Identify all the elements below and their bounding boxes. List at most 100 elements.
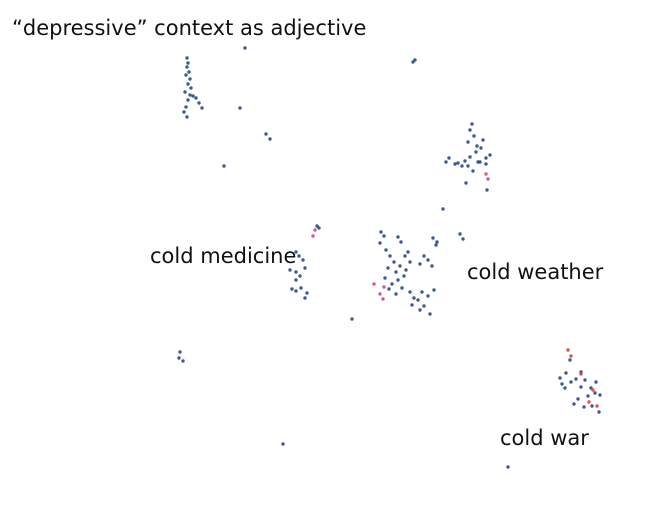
scatter-point	[194, 96, 198, 100]
scatter-point	[569, 354, 573, 358]
scatter-point	[390, 282, 394, 286]
scatter-point	[484, 162, 488, 166]
labels-layer: “depressive” context as adjective cold m…	[12, 16, 604, 450]
scatter-point	[591, 388, 595, 392]
scatter-point	[475, 144, 479, 148]
scatter-point	[416, 298, 420, 302]
scatter-point	[396, 235, 400, 239]
scatter-point	[191, 94, 195, 98]
scatter-point	[478, 160, 482, 164]
scatter-point	[432, 288, 436, 292]
scatter-point	[294, 278, 298, 282]
scatter-point	[587, 400, 591, 404]
scatter-point	[458, 232, 462, 236]
scatter-point	[564, 371, 568, 375]
scatter-point	[382, 234, 386, 238]
scatter-point	[400, 286, 404, 290]
scatter-point	[294, 289, 298, 293]
scatter-point	[178, 350, 182, 354]
scatter-point	[447, 156, 451, 160]
scatter-point	[579, 372, 583, 376]
scatter-point	[574, 377, 578, 381]
scatter-point	[184, 73, 188, 77]
scatter-point	[456, 161, 460, 165]
scatter-point	[394, 270, 398, 274]
scatter-point	[460, 164, 464, 168]
scatter-point	[593, 391, 597, 395]
scatter-point	[472, 134, 476, 138]
scatter-point	[466, 164, 470, 168]
points-layer	[177, 46, 602, 469]
scatter-point	[406, 250, 410, 254]
scatter-point	[486, 177, 490, 181]
scatter-point	[303, 266, 307, 270]
scatter-point	[569, 380, 573, 384]
scatter-point	[408, 290, 412, 294]
scatter-point	[264, 132, 268, 136]
scatter-point	[444, 160, 448, 164]
scatter-point	[378, 292, 382, 296]
scatter-point	[187, 70, 191, 74]
scatter-point	[586, 394, 590, 398]
scatter-point	[560, 382, 564, 386]
scatter-point	[566, 348, 570, 352]
scatter-point	[185, 56, 189, 60]
scatter-point	[418, 262, 422, 266]
scatter-point	[402, 274, 406, 278]
scatter-point	[403, 254, 407, 258]
annotation-cold-war: cold war	[500, 426, 589, 450]
scatter-point	[294, 250, 298, 254]
annotation-depressive-context: “depressive” context as adjective	[12, 16, 366, 40]
scatter-point	[418, 308, 422, 312]
scatter-point	[384, 248, 388, 252]
scatter-point	[595, 404, 599, 408]
scatter-point	[484, 172, 488, 176]
scatter-point	[186, 98, 190, 102]
scatter-point	[485, 188, 489, 192]
scatter-point	[466, 140, 470, 144]
scatter-point	[434, 243, 438, 247]
scatter-point	[372, 282, 376, 286]
scatter-point	[470, 122, 474, 126]
scatter-point	[422, 254, 426, 258]
scatter-point	[579, 385, 583, 389]
scatter-point	[394, 292, 398, 296]
scatter-point	[420, 290, 424, 294]
scatter-point	[299, 286, 303, 290]
scatter-point	[177, 356, 181, 360]
scatter-point	[590, 404, 594, 408]
scatter-point	[317, 226, 321, 230]
scatter-point	[583, 378, 587, 382]
scatter-point	[378, 241, 382, 245]
scatter-point	[410, 303, 414, 307]
scatter-point	[422, 304, 426, 308]
scatter-point	[468, 128, 472, 132]
scatter-point	[313, 228, 317, 232]
scatter-point	[281, 442, 285, 446]
scatter-point	[197, 101, 201, 105]
scatter-point	[268, 137, 272, 141]
scatter-point	[185, 115, 189, 119]
scatter-point	[398, 264, 402, 268]
scatter-point	[484, 156, 488, 160]
scatter-point	[435, 240, 439, 244]
scatter-point	[582, 405, 586, 409]
scatter-point	[387, 287, 391, 291]
annotation-cold-medicine: cold medicine	[150, 244, 296, 268]
scatter-point	[558, 376, 562, 380]
scatter-point	[506, 465, 510, 469]
scatter-point	[381, 297, 385, 301]
scatter-point	[392, 260, 396, 264]
scatter-point	[189, 86, 193, 90]
scatter-point	[297, 254, 301, 258]
scatter-point	[188, 93, 192, 97]
scatter-point	[441, 207, 445, 211]
scatter-point	[408, 260, 412, 264]
scatter-point	[488, 153, 492, 157]
scatter-point	[222, 164, 226, 168]
scatter-point	[598, 393, 602, 397]
scatter-point	[290, 287, 294, 291]
scatter-point	[303, 296, 307, 300]
scatter-point	[572, 402, 576, 406]
